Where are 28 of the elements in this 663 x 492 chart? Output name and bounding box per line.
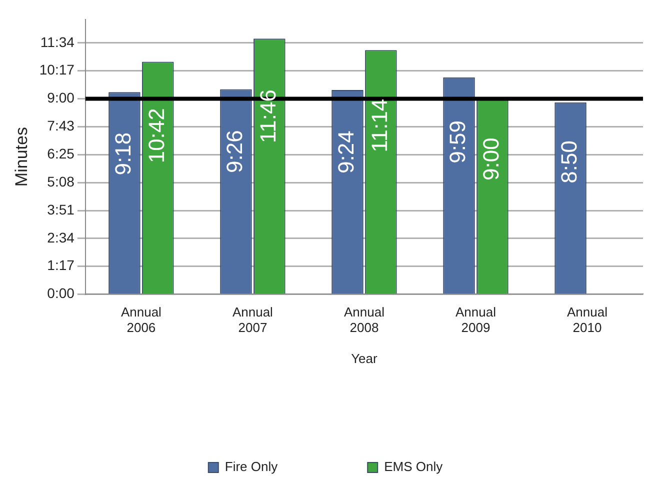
x-tick-label: Annual 2009 <box>455 304 496 336</box>
y-axis-title: Minutes <box>12 127 31 187</box>
x-axis-title: Year <box>351 350 378 366</box>
legend-label: EMS Only <box>384 459 444 474</box>
x-tick-label: Annual 2007 <box>232 304 274 336</box>
y-tick-label: 3:51 <box>47 201 75 218</box>
data-label: 9:18 <box>110 132 136 176</box>
y-tick-label: 1:17 <box>47 257 75 274</box>
x-tick-label: Annual 2006 <box>120 304 162 336</box>
x-tick-label: Annual 2008 <box>344 304 385 336</box>
data-label: 8:50 <box>556 140 582 184</box>
data-label: 9:59 <box>445 120 470 164</box>
data-label: 11:46 <box>255 90 280 143</box>
y-tick-label: 0:00 <box>47 285 75 302</box>
data-label: 9:00 <box>478 138 504 180</box>
y-tick-label: 6:25 <box>47 146 75 162</box>
y-tick-label: 10:17 <box>39 62 75 78</box>
y-tick-label: 7:43 <box>47 117 75 134</box>
data-label: 9:26 <box>222 130 248 173</box>
x-tick-label: Annual 2010 <box>567 304 608 336</box>
y-tick-label: 9:00 <box>47 90 75 106</box>
y-tick-label: 2:34 <box>47 229 75 246</box>
y-tick-label: 11:34 <box>40 34 75 50</box>
y-tick-label: 5:08 <box>47 174 75 190</box>
data-label: 10:42 <box>144 108 169 164</box>
legend-label: Fire Only <box>224 459 278 474</box>
data-label: 9:24 <box>334 130 359 174</box>
data-label: 11:14 <box>367 98 392 152</box>
